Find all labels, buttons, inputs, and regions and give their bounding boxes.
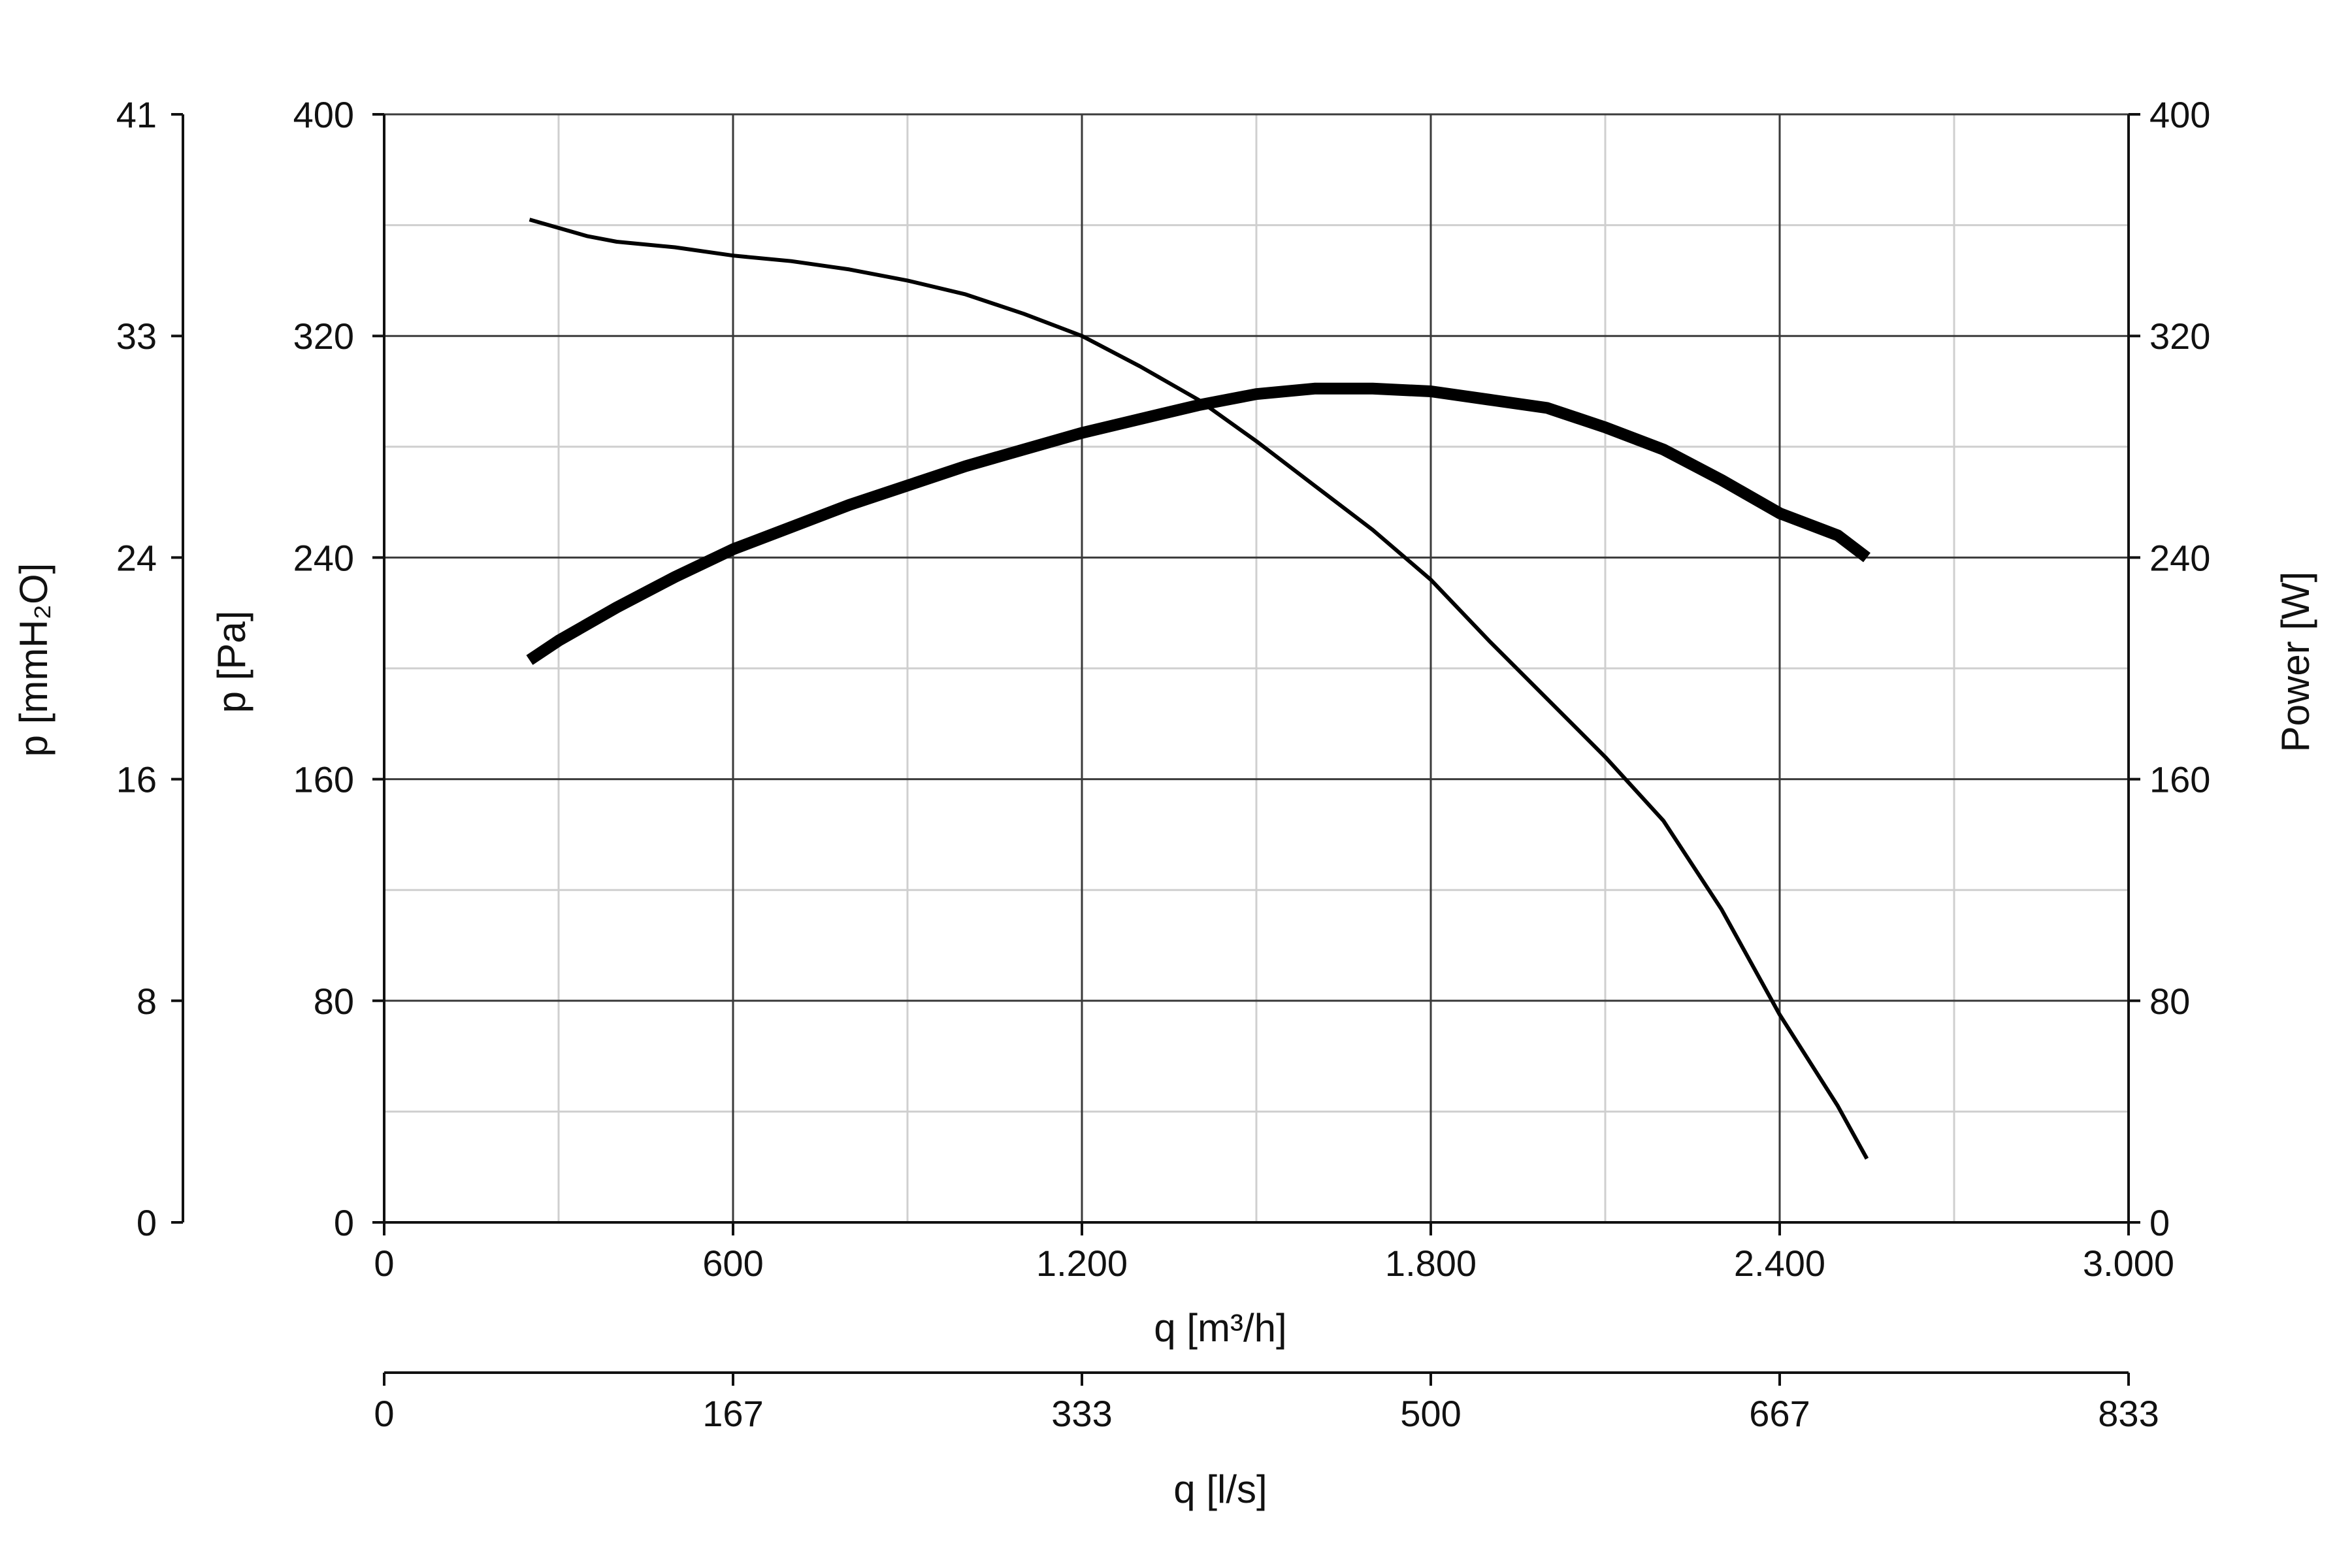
y-right-tick-label: 0 xyxy=(2149,1202,2170,1243)
y-right-tick-label: 80 xyxy=(2149,981,2190,1022)
y-left-tick-label: 320 xyxy=(293,316,354,357)
y-left-outer-axis-title: p [mmH₂O] xyxy=(12,563,56,757)
series-layer xyxy=(526,218,1870,1160)
x-tick-label: 2.400 xyxy=(1734,1243,1825,1284)
y-left-outer-tick-label: 0 xyxy=(137,1202,157,1243)
y-left-outer-tick-label: 16 xyxy=(116,759,157,800)
y-right-tick-label: 160 xyxy=(2149,759,2210,800)
y-left-outer-tick-label: 24 xyxy=(116,537,157,578)
x-tick-label: 1.800 xyxy=(1385,1243,1477,1284)
y-left-tick-label: 240 xyxy=(293,537,354,578)
minor-grid xyxy=(384,114,2129,1222)
x-secondary-axis-title: q [l/s] xyxy=(1173,1467,1267,1511)
y-left-outer-tick-label: 33 xyxy=(116,316,157,357)
pressure-curve xyxy=(529,218,1869,1160)
y-right-tick-label: 400 xyxy=(2149,94,2210,135)
x-axis-title: q [m³/h] xyxy=(1154,1306,1286,1350)
y-left-tick-label: 160 xyxy=(293,759,354,800)
axes xyxy=(171,113,2140,1386)
x-tick-label: 0 xyxy=(374,1243,394,1284)
x-tick-label: 1.200 xyxy=(1036,1243,1128,1284)
y-left-tick-label: 80 xyxy=(314,981,354,1022)
y-left-tick-label: 400 xyxy=(293,94,354,135)
x-secondary-tick-label: 0 xyxy=(374,1393,394,1434)
x-secondary-tick-label: 833 xyxy=(2098,1393,2159,1434)
y-left-axis-title: p [Pa] xyxy=(210,611,253,713)
y-right-tick-label: 240 xyxy=(2149,537,2210,578)
power-curve xyxy=(526,382,1870,665)
x-secondary-tick-label: 333 xyxy=(1051,1393,1112,1434)
x-tick-label: 3.000 xyxy=(2083,1243,2174,1284)
y-left-outer-tick-label: 41 xyxy=(116,94,157,135)
y-left-tick-label: 0 xyxy=(334,1202,354,1243)
x-tick-label: 600 xyxy=(702,1243,763,1284)
y-right-tick-label: 320 xyxy=(2149,316,2210,357)
y-left-outer-tick-label: 8 xyxy=(137,981,157,1022)
x-secondary-tick-label: 167 xyxy=(702,1393,763,1434)
x-secondary-tick-label: 667 xyxy=(1749,1393,1810,1434)
x-secondary-tick-label: 500 xyxy=(1400,1393,1461,1434)
y-right-axis-title: Power [W] xyxy=(2274,572,2317,753)
